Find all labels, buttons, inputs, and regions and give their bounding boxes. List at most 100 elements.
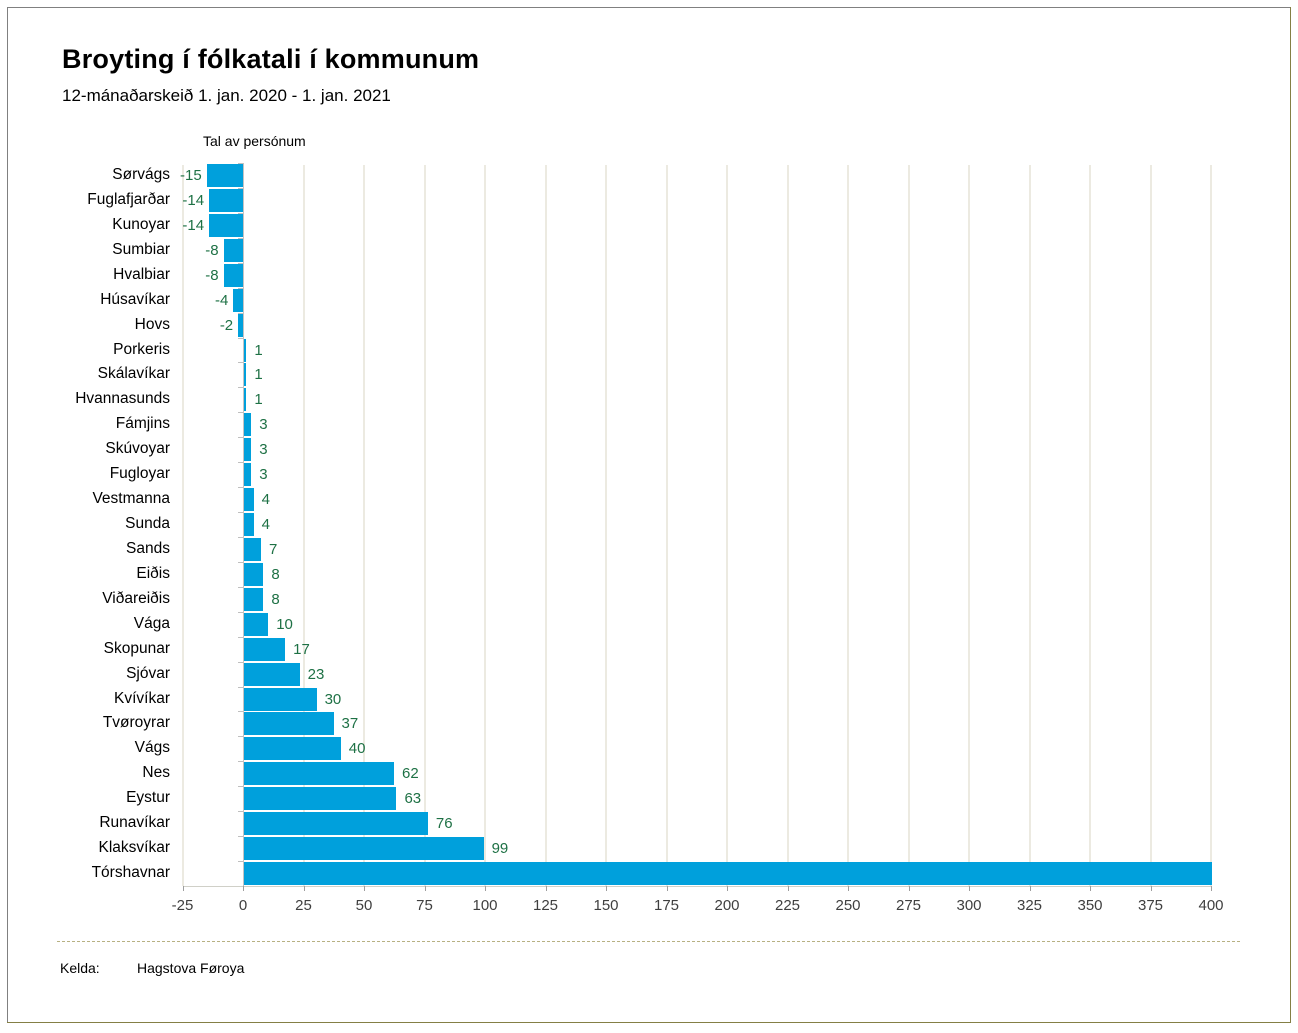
value-label: 1 bbox=[254, 341, 263, 359]
category-tick bbox=[238, 188, 243, 189]
category-tick bbox=[238, 263, 243, 264]
x-tick-label: 225 bbox=[774, 897, 801, 914]
category-tick bbox=[238, 786, 243, 787]
gridline bbox=[363, 165, 365, 886]
x-tick-label: 300 bbox=[956, 897, 982, 914]
x-axis-tick bbox=[1150, 886, 1152, 891]
bar-Tvøroyrar bbox=[244, 712, 334, 736]
category-tick bbox=[238, 861, 243, 862]
frame-border-top bbox=[7, 7, 1290, 8]
category-tick bbox=[238, 612, 243, 613]
gridline bbox=[907, 165, 910, 886]
category-tick bbox=[238, 163, 243, 164]
category-tick bbox=[238, 562, 243, 563]
value-label: 30 bbox=[324, 690, 342, 708]
x-axis-tick bbox=[1029, 886, 1031, 891]
category-tick bbox=[238, 761, 243, 762]
value-axis-title: Tal av persónum bbox=[203, 133, 306, 149]
x-axis-tick bbox=[727, 886, 728, 891]
bar-Klaksvíkar bbox=[244, 837, 484, 861]
category-tick bbox=[238, 587, 243, 588]
zero-axis-line bbox=[243, 163, 244, 886]
category-tick bbox=[238, 288, 243, 289]
x-axis-tick bbox=[787, 886, 789, 891]
category-label: Tórshavnar bbox=[91, 864, 170, 882]
category-tick bbox=[238, 387, 243, 388]
category-tick bbox=[238, 512, 243, 513]
value-label: -14 bbox=[182, 216, 205, 234]
category-tick bbox=[238, 687, 243, 688]
gridline bbox=[605, 165, 607, 886]
x-axis-tick bbox=[848, 886, 849, 891]
category-label: Eystur bbox=[126, 789, 170, 807]
category-tick bbox=[238, 238, 243, 239]
gridline bbox=[847, 165, 849, 886]
gridline bbox=[1089, 165, 1091, 886]
x-tick-label: 350 bbox=[1077, 897, 1103, 914]
x-axis-tick bbox=[364, 886, 365, 891]
category-label: Kvívíkar bbox=[114, 689, 170, 707]
x-axis-tick bbox=[303, 886, 305, 891]
category-label: Vestmanna bbox=[92, 490, 170, 508]
gridline bbox=[1210, 165, 1212, 886]
value-label: -8 bbox=[205, 266, 219, 284]
frame-border-right bbox=[1290, 7, 1291, 1023]
bar-Sands bbox=[244, 537, 261, 561]
x-tick-label: 375 bbox=[1137, 897, 1164, 914]
x-axis-line bbox=[182, 886, 1211, 887]
category-tick bbox=[238, 711, 243, 712]
x-tick-label: 275 bbox=[895, 897, 922, 914]
value-label: 4 bbox=[261, 516, 271, 534]
x-tick-label: -25 bbox=[171, 897, 194, 914]
bar-Kvívíkar bbox=[244, 687, 317, 711]
category-label: Sjóvar bbox=[126, 664, 170, 682]
category-label: Fuglafjarðar bbox=[87, 190, 170, 208]
bar-Sumbiar bbox=[223, 238, 243, 262]
x-axis-tick bbox=[485, 886, 486, 891]
frame-border-left bbox=[7, 7, 8, 1022]
value-label: 17 bbox=[293, 640, 310, 658]
bar-Fugloyar bbox=[244, 463, 252, 487]
category-tick bbox=[238, 462, 243, 463]
category-label: Nes bbox=[142, 764, 170, 782]
category-label: Eiðis bbox=[136, 564, 170, 582]
bar-Vestmanna bbox=[244, 488, 254, 512]
value-label: 37 bbox=[341, 715, 359, 733]
category-tick bbox=[238, 736, 243, 737]
category-tick bbox=[238, 313, 243, 314]
gridline bbox=[484, 165, 486, 886]
value-label: 3 bbox=[259, 416, 268, 434]
x-axis-tick bbox=[545, 886, 547, 891]
value-label: 76 bbox=[435, 815, 453, 833]
x-tick-label: 75 bbox=[416, 897, 433, 914]
bar-Fámjins bbox=[244, 413, 252, 437]
category-label: Runavíkar bbox=[99, 814, 170, 832]
value-label: 1 bbox=[254, 366, 263, 384]
x-tick-label: 150 bbox=[593, 897, 619, 914]
gridline bbox=[726, 165, 728, 886]
category-label: Vágs bbox=[134, 739, 170, 757]
value-label: -4 bbox=[214, 291, 229, 309]
category-label: Fámjins bbox=[115, 415, 170, 433]
gridline bbox=[181, 165, 184, 886]
category-label: Kunoyar bbox=[112, 215, 170, 233]
bar-Nes bbox=[244, 762, 395, 786]
category-label: Sunda bbox=[125, 515, 170, 533]
x-tick-label: 50 bbox=[355, 897, 373, 914]
category-label: Hvalbiar bbox=[113, 265, 170, 283]
x-tick-label: 100 bbox=[472, 897, 498, 914]
value-label: 62 bbox=[402, 765, 419, 783]
x-axis-tick bbox=[908, 886, 910, 891]
bar-Vágs bbox=[244, 737, 341, 761]
gridline bbox=[665, 165, 668, 886]
bar-Tórshavnar bbox=[244, 862, 1212, 886]
gridline bbox=[423, 165, 426, 886]
value-label: 10 bbox=[276, 615, 293, 633]
category-label: Klaksvíkar bbox=[98, 839, 171, 857]
bar-Eystur bbox=[244, 787, 397, 811]
category-tick bbox=[238, 637, 243, 638]
value-label: 8 bbox=[271, 590, 280, 608]
category-label: Hovs bbox=[134, 315, 170, 333]
category-tick bbox=[238, 362, 243, 363]
